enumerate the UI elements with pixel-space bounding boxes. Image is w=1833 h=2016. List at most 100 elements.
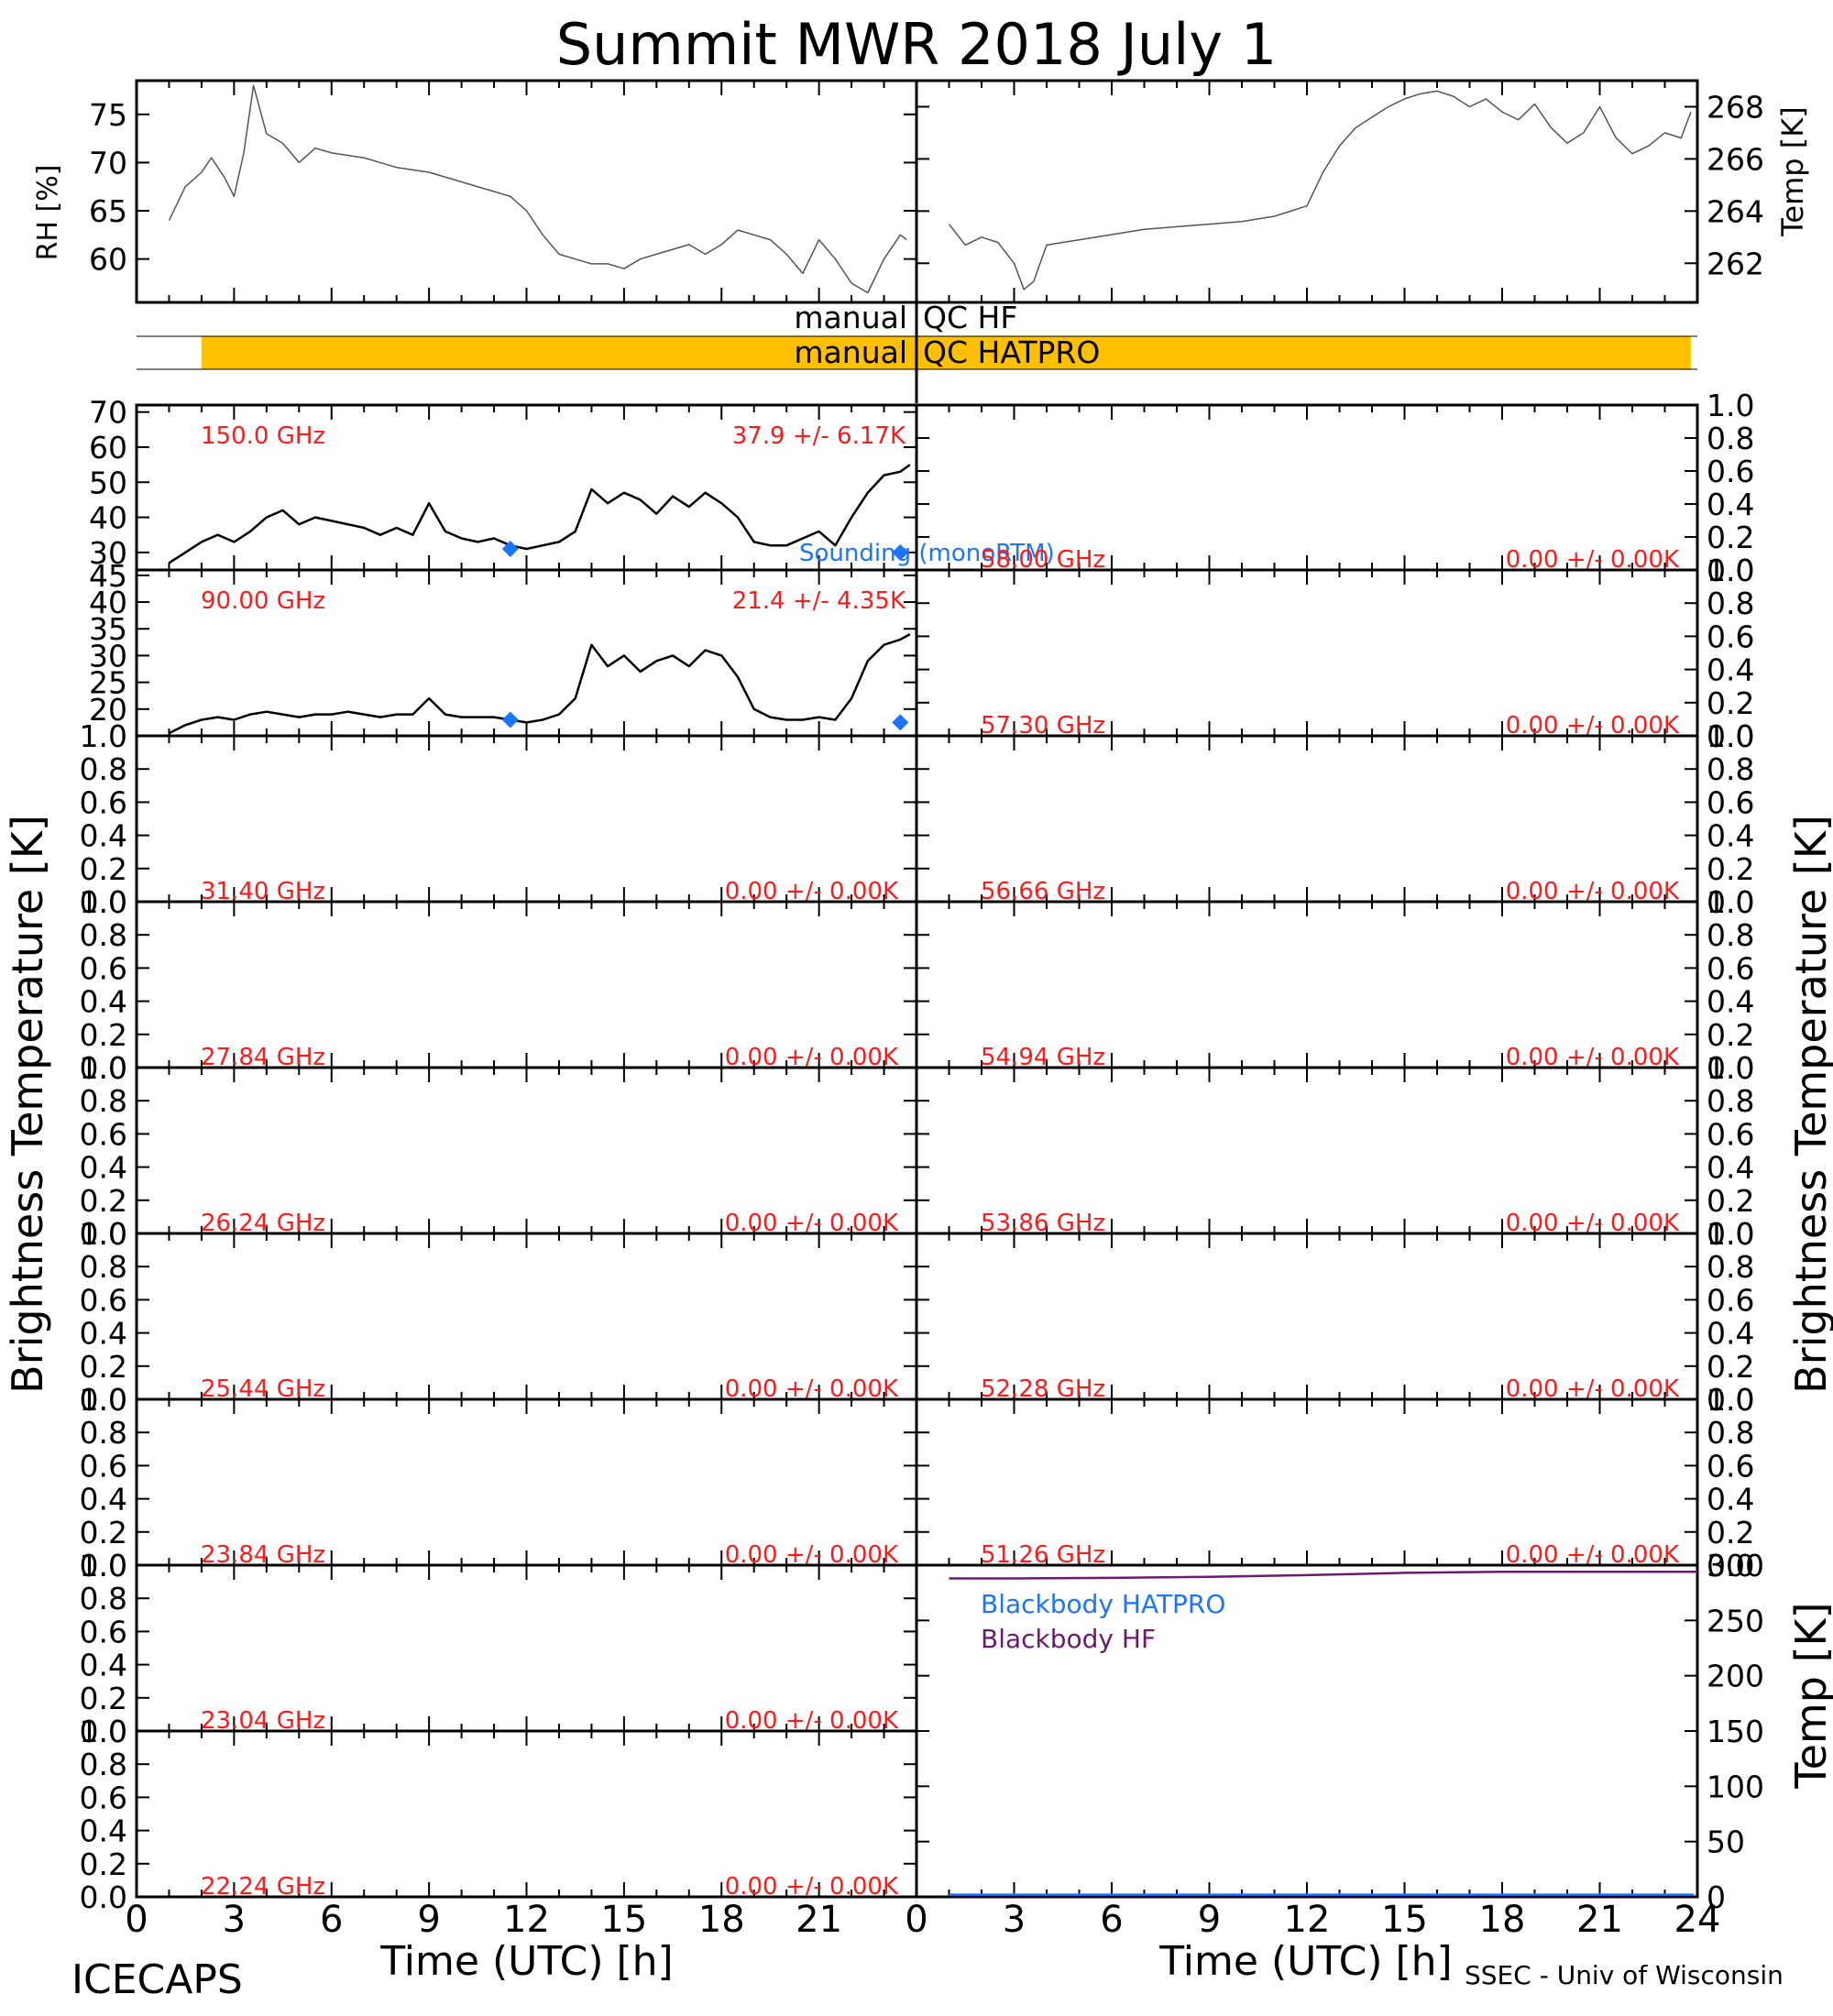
panel-tb5666-ytick-label: 0.0: [1707, 884, 1754, 920]
bb-temp-axis-title: Temp [K]: [1786, 1602, 1833, 1789]
panel-tb5386-ytick-label: 0.8: [1707, 1083, 1754, 1119]
panel-rh-ytick-label: 70: [89, 145, 127, 181]
panel-tb2784-ytick-label: 0.0: [80, 1050, 127, 1086]
panel-tb150-ytick-label: 70: [89, 395, 127, 431]
panel-tb3140-ytick-label: 0.4: [80, 818, 127, 854]
panel-tb5800-ytick-label: 1.0: [1707, 388, 1754, 423]
x-tick-label-right: 3: [1003, 1899, 1026, 1941]
x-tick-label-right: 0: [905, 1899, 927, 1941]
panel-frame: [135, 734, 918, 904]
panel-tb2784-ytick-label: 0.4: [80, 984, 127, 1020]
panel-tb5228-ytick-label: 1.0: [1707, 1216, 1754, 1252]
panel-tb5228-ytick-label: 0.0: [1707, 1382, 1754, 1418]
panel-tb5730-ytick-label: 0.0: [1707, 718, 1754, 754]
panel-tb5386-ytick-label: 0.6: [1707, 1116, 1754, 1152]
panel-tb5666: 0.00.20.40.60.81.056.66 GHz 0.00 +/- 0.00…: [915, 718, 1754, 920]
panel-tb2304-ytick-label: 0.4: [80, 1648, 127, 1683]
panel-tb5126-ytick-label: 0.2: [1707, 1515, 1754, 1550]
panel-tb5730-ytick-label: 0.8: [1707, 586, 1754, 621]
panel-blackbody-ytick-label: 0: [1707, 1879, 1726, 1915]
panel-tb90-ytick-label: 40: [89, 585, 127, 620]
panel-tb5730-ytick-label: 0.6: [1707, 619, 1754, 654]
panel-tb2784: 0.00.20.40.60.81.027.84 GHz 0.00 +/- 0.00…: [80, 884, 918, 1086]
panel-tb2304: 0.00.20.40.60.81.023.04 GHz 0.00 +/- 0.00…: [80, 1548, 918, 1749]
panel-temp-ytick-label: 266: [1707, 141, 1764, 177]
panel-tb5386-ytick-label: 0.2: [1707, 1183, 1754, 1219]
panel-tb2784-ytick-label: 0.2: [80, 1017, 127, 1053]
panel-frame: [135, 1397, 918, 1567]
panel-tb2384-ytick-label: 0.0: [80, 1548, 127, 1583]
panel-tb3140: 0.00.20.40.60.81.031.40 GHz 0.00 +/- 0.00…: [80, 718, 918, 920]
panel-tb2544-ytick-label: 0.8: [80, 1249, 127, 1285]
panel-blackbody-ytick-label: 200: [1707, 1659, 1764, 1694]
panel-tb5126: 0.00.20.40.60.81.051.26 GHz 0.00 +/- 0.00…: [915, 1382, 1754, 1583]
sounding-marker: [501, 711, 519, 729]
channel-stat: 0.00 +/- 0.00K: [725, 1873, 899, 1901]
qc-hf-label-left: manual: [794, 300, 907, 335]
panel-tb2304-ytick-label: 0.2: [80, 1681, 127, 1716]
panel-tb5494-ytick-label: 0.8: [1707, 917, 1754, 953]
sounding-marker: [892, 543, 909, 561]
panel-frame: [915, 734, 1699, 904]
legend-entry: Blackbody HF: [981, 1624, 1156, 1654]
panel-tb5126-ytick-label: 0.8: [1707, 1415, 1754, 1451]
channel-stat: 37.9 +/- 6.17K: [732, 422, 906, 450]
panel-tb3140-ytick-label: 0.8: [80, 751, 127, 787]
figure-title: Summit MWR 2018 July 1: [556, 11, 1277, 78]
panel-rh-ytick-label: 65: [89, 193, 127, 229]
panel-frame: [135, 1066, 918, 1235]
panel-frame: [915, 1066, 1699, 1235]
panel-tb5228-ytick-label: 0.8: [1707, 1249, 1754, 1285]
panel-tb3140-ytick-label: 0.0: [80, 884, 127, 920]
qc-hatpro-label-left: manual: [794, 334, 907, 370]
panel-blackbody-ytick-label: 300: [1707, 1548, 1764, 1583]
panel-tb2224-ytick-label: 0.0: [80, 1879, 127, 1915]
x-tick-label-right: 12: [1284, 1899, 1331, 1941]
footer-right: SSEC - Univ of Wisconsin: [1465, 1960, 1784, 1990]
series-line-temp: [948, 90, 1692, 290]
panel-tb2224-ytick-label: 0.8: [80, 1747, 127, 1782]
panel-tb5730: 0.00.20.40.60.81.057.30 GHz 0.00 +/- 0.00…: [915, 553, 1754, 754]
panel-tb5800-ytick-label: 0.8: [1707, 421, 1754, 456]
x-tick-label-right: 6: [1100, 1899, 1123, 1941]
legend-entry: Blackbody HATPRO: [981, 1589, 1225, 1619]
x-tick-label-right: 21: [1576, 1899, 1623, 1941]
panel-tb2544-ytick-label: 0.2: [80, 1349, 127, 1385]
panel-tb90-ytick-label: 20: [89, 692, 127, 728]
panel-tb5494-ytick-label: 0.0: [1707, 1050, 1754, 1086]
channel-label: 150.0 GHz: [201, 422, 325, 450]
panel-blackbody-ytick-label: 150: [1707, 1714, 1764, 1749]
panel-frame: [135, 1729, 918, 1899]
panel-frame: [135, 1563, 918, 1733]
panel-tb2784-ytick-label: 1.0: [80, 884, 127, 920]
panel-frame: [915, 900, 1699, 1069]
series-line-tb90: [168, 633, 911, 735]
panel-blackbody-ytick-label: 50: [1707, 1824, 1745, 1860]
panel-tb5730-ytick-label: 0.2: [1707, 685, 1754, 721]
panel-tb2624: 0.00.20.40.60.81.026.24 GHz 0.00 +/- 0.00…: [80, 1050, 918, 1252]
sounding-marker: [892, 714, 909, 731]
panel-temp: 262 264 266 268: [915, 79, 1764, 304]
rh-axis-title: RH [%]: [32, 165, 64, 261]
panel-frame: [135, 900, 918, 1069]
panel-tb2624-ytick-label: 0.0: [80, 1216, 127, 1252]
panel-tb2544-ytick-label: 1.0: [80, 1216, 127, 1252]
x-tick-label-right: 15: [1381, 1899, 1428, 1941]
panel-tb2544-ytick-label: 0.0: [80, 1382, 127, 1418]
qc-hatpro-label-right: QC HATPRO: [923, 334, 1100, 370]
panel-tb2784-ytick-label: 0.6: [80, 950, 127, 986]
panel-tb2384-ytick-label: 0.4: [80, 1482, 127, 1517]
panel-tb5730-ytick-label: 0.4: [1707, 652, 1754, 688]
panel-tb5228-ytick-label: 0.6: [1707, 1282, 1754, 1318]
panel-temp-ytick-label: 264: [1707, 193, 1764, 229]
panel-tb90-ytick-label: 25: [89, 665, 127, 701]
footer-left: ICECAPS: [71, 1956, 243, 2003]
panel-tb5386-ytick-label: 0.0: [1707, 1216, 1754, 1252]
panel-tb2624-ytick-label: 0.6: [80, 1116, 127, 1152]
panel-blackbody-ytick-label: 250: [1707, 1603, 1764, 1638]
x-tick-label-left: 9: [417, 1899, 440, 1941]
panel-tb3140-ytick-label: 0.2: [80, 851, 127, 887]
x-tick-label-left: 0: [125, 1899, 148, 1941]
panel-temp-ytick-label: 262: [1707, 246, 1764, 281]
panel-tb5800-ytick-label: 0.4: [1707, 487, 1754, 522]
